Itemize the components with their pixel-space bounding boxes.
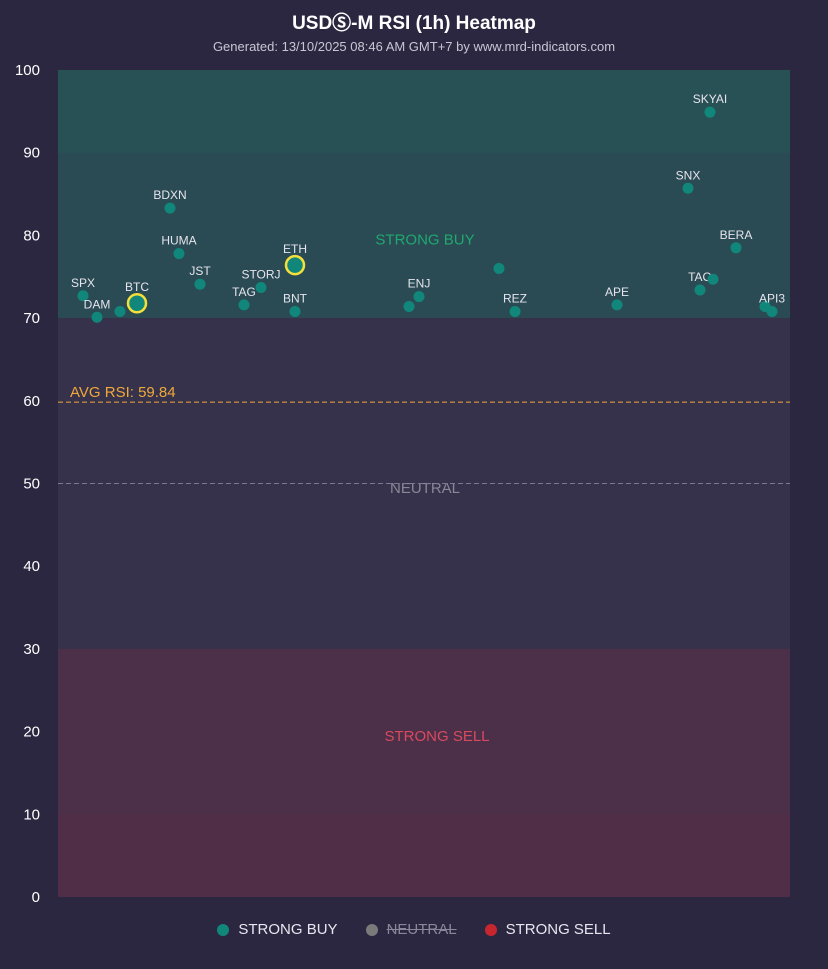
- legend-label: STRONG BUY: [238, 921, 338, 938]
- legend-label: NEUTRAL: [386, 921, 457, 938]
- point-snx: [682, 182, 694, 194]
- point-label: JST: [189, 264, 211, 278]
- point-label: BDXN: [153, 188, 186, 202]
- legend-item-strong-buy[interactable]: STRONG BUY: [217, 921, 338, 938]
- point-dam: [91, 311, 103, 323]
- point-btc: [126, 292, 148, 314]
- point-unlabeled: [403, 301, 415, 313]
- avg-rsi-label: AVG RSI: 59.84: [70, 384, 176, 401]
- point-label: REZ: [503, 291, 527, 305]
- point-label: BNT: [283, 291, 308, 305]
- point-unlabeled: [493, 262, 505, 274]
- y-tick-label: 30: [23, 641, 40, 658]
- y-tick-label: 70: [23, 310, 40, 327]
- point-skyai: [704, 106, 716, 118]
- point-label: TAG: [232, 285, 256, 299]
- point-label: API3: [759, 291, 785, 305]
- legend-dot-icon: [484, 923, 497, 936]
- legend-item-strong-sell[interactable]: STRONG SELL: [484, 921, 611, 938]
- y-tick-label: 10: [23, 806, 40, 823]
- zone-neutral-label: NEUTRAL: [390, 480, 460, 497]
- y-tick-label: 20: [23, 724, 40, 741]
- point-enj: [413, 291, 425, 303]
- legend-dot-icon: [365, 923, 378, 936]
- point-label: SNX: [676, 168, 701, 182]
- y-tick-label: 100: [15, 62, 40, 79]
- zone-strong-sell-label: STRONG SELL: [384, 728, 489, 745]
- y-tick-label: 50: [23, 476, 40, 493]
- point-unlabeled: [114, 305, 126, 317]
- point-label: DAM: [84, 297, 111, 311]
- point-label: ETH: [283, 242, 307, 256]
- point-label: SPX: [71, 276, 95, 290]
- point-tag: [238, 299, 250, 311]
- zone-extreme-buy: [58, 70, 790, 153]
- zone-extreme-sell: [58, 814, 790, 897]
- point-storj: [255, 282, 267, 294]
- legend-item-neutral[interactable]: NEUTRAL: [365, 921, 457, 938]
- point-rez: [509, 305, 521, 317]
- point-api3: [766, 305, 778, 317]
- point-jst: [194, 278, 206, 290]
- point-label: BTC: [125, 280, 149, 294]
- point-unlabeled: [707, 273, 719, 285]
- y-tick-label: 60: [23, 393, 40, 410]
- point-bnt: [289, 305, 301, 317]
- y-tick-label: 90: [23, 145, 40, 162]
- point-eth: [284, 254, 306, 276]
- point-label: TAO: [688, 270, 712, 284]
- point-label: APE: [605, 285, 629, 299]
- point-label: SKYAI: [693, 92, 727, 106]
- legend-label: STRONG SELL: [505, 921, 611, 938]
- zone-strong-buy-label: STRONG BUY: [375, 232, 474, 249]
- chart-legend: STRONG BUY NEUTRAL STRONG SELL: [0, 921, 828, 938]
- legend-dot-icon: [217, 923, 230, 936]
- point-huma: [173, 248, 185, 260]
- y-tick-label: 0: [32, 889, 40, 906]
- point-label: BERA: [720, 228, 753, 242]
- point-bdxn: [164, 202, 176, 214]
- chart-title: USDⓈ-M RSI (1h) Heatmap: [292, 13, 536, 34]
- y-tick-label: 80: [23, 227, 40, 244]
- zone-strong-sell: [58, 648, 790, 897]
- point-spx: [77, 290, 89, 302]
- point-label: HUMA: [161, 234, 196, 248]
- point-bera: [730, 242, 742, 254]
- y-tick-label: 40: [23, 558, 40, 575]
- chart-subtitle: Generated: 13/10/2025 08:46 AM GMT+7 by …: [212, 39, 616, 54]
- zone-strong-buy: [58, 70, 790, 319]
- point-tao: [694, 284, 706, 296]
- point-label: ENJ: [408, 277, 431, 291]
- point-ape: [611, 299, 623, 311]
- point-label: STORJ: [241, 268, 280, 282]
